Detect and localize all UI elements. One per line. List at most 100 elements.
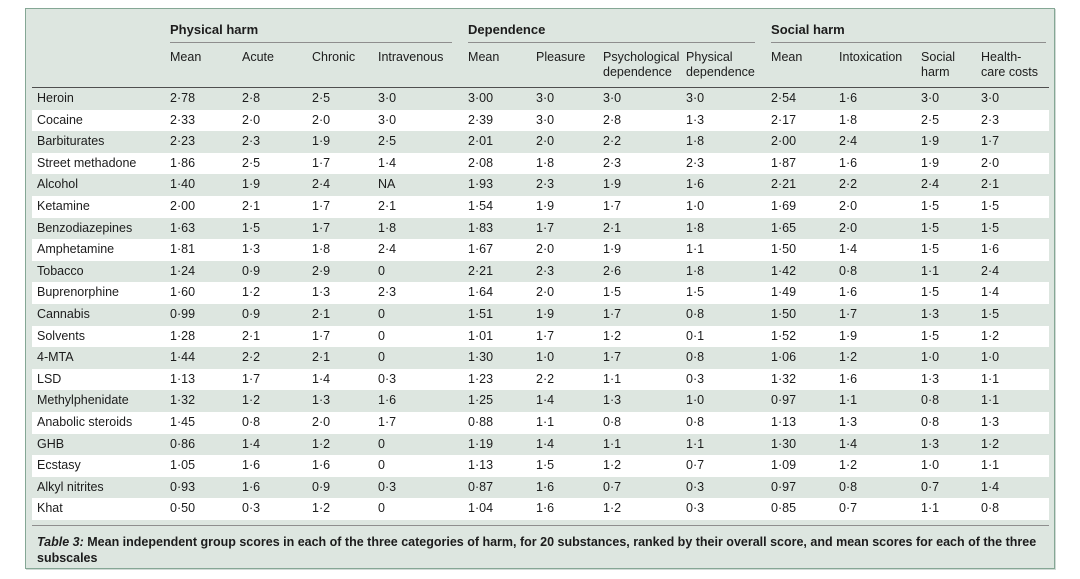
score-cell: 2·00: [771, 134, 797, 149]
score-cell: 2·2: [603, 134, 622, 149]
score-cell: 2·00: [170, 198, 196, 213]
col-header-physical-mean: Mean: [170, 43, 242, 88]
harm-scores-table-panel: Physical harm Dependence Social harm Mea…: [25, 8, 1055, 569]
score-cell: 0·7: [839, 501, 858, 516]
score-cell: 1·0: [686, 393, 705, 408]
score-cell: 1·6: [839, 285, 858, 300]
score-cell: 1·45: [170, 414, 196, 429]
score-cell: 1·3: [921, 436, 940, 451]
score-cell: 1·8: [378, 220, 397, 235]
substance-name: Alcohol: [37, 177, 78, 192]
score-cell: 1·13: [771, 414, 797, 429]
score-cell: 2·1: [312, 350, 331, 365]
substance-name: Cocaine: [37, 112, 83, 127]
score-cell: 1·5: [686, 285, 705, 300]
score-cell: 1·6: [839, 155, 858, 170]
score-cell: 2·3: [536, 177, 555, 192]
score-cell: 1·6: [312, 458, 331, 473]
score-cell: 1·1: [921, 263, 940, 278]
score-cell: 1·60: [170, 285, 196, 300]
table-row: Cannabis 0·99 0·9 2·1 0 1·51 1·9 1·7 0·8 1·50 1·7 1…: [32, 304, 1049, 326]
score-cell: 0·3: [686, 371, 705, 386]
score-cell: 0: [378, 350, 385, 365]
substance-name: Heroin: [37, 91, 74, 105]
score-cell: 1·0: [921, 350, 940, 365]
score-cell: 1·6: [839, 91, 858, 105]
substance-name: Ecstasy: [37, 458, 81, 473]
col-header-intravenous: Intravenous: [378, 43, 469, 88]
table-row: LSD 1·13 1·7 1·4 0·3 1·23 2·2 1·1 0·3 1·32 1·6 1·3 1…: [32, 368, 1050, 391]
score-cell: 1·63: [170, 220, 196, 235]
score-cell: 2·1: [378, 198, 397, 213]
score-cell: 0·8: [686, 414, 705, 429]
score-cell: 0·8: [686, 350, 705, 365]
table-row: 4-MTA 1·44 2·2 2·1 0 1·30 1·0 1·7 0·8 1·06 1·2 1·0 1…: [32, 347, 1049, 369]
score-cell: 1·6: [378, 393, 397, 408]
score-cell: 0·7: [921, 479, 940, 494]
score-cell: 1·13: [170, 371, 196, 386]
score-cell: 1·4: [312, 371, 331, 386]
score-cell: 2·3: [603, 155, 622, 170]
score-cell: 1·3: [921, 306, 940, 321]
score-cell: 1·4: [981, 479, 1000, 494]
score-cell: 1·67: [468, 242, 494, 257]
score-cell: 2·39: [468, 112, 494, 127]
score-cell: 0·8: [686, 306, 705, 321]
substance-name: Amphetamine: [37, 242, 115, 257]
score-cell: 1·09: [771, 458, 797, 473]
score-cell: 2·0: [981, 155, 1000, 170]
score-cell: 0·8: [242, 414, 261, 429]
substance-name: Alkyl nitrites: [37, 479, 104, 494]
score-cell: 1·1: [981, 458, 1000, 473]
score-cell: 1·2: [312, 436, 331, 451]
col-header-intoxication: Intoxication: [839, 43, 922, 88]
score-cell: 2·17: [771, 112, 797, 127]
score-cell: 0: [378, 263, 385, 278]
score-cell: 1·30: [468, 350, 494, 365]
score-cell: 2·54: [771, 91, 797, 105]
score-cell: 1·7: [603, 198, 622, 213]
score-cell: 2·21: [771, 177, 797, 192]
score-cell: 1·5: [981, 220, 1000, 235]
score-cell: 1·2: [312, 501, 331, 516]
col-header-physical-dependence: Physical dependence: [686, 43, 772, 88]
score-cell: 1·5: [981, 306, 1000, 321]
score-cell: 1·9: [603, 242, 622, 257]
score-cell: 2·3: [686, 155, 705, 170]
score-cell: 1·1: [536, 414, 555, 429]
score-cell: 3·0: [686, 91, 705, 105]
score-cell: 0·97: [771, 479, 797, 494]
score-cell: 1·9: [603, 177, 622, 192]
score-cell: 0·9: [242, 306, 261, 321]
score-cell: 1·2: [242, 393, 261, 408]
score-cell: 3·0: [536, 91, 555, 105]
score-cell: 1·4: [378, 155, 397, 170]
score-cell: 2·2: [242, 350, 261, 365]
score-cell: 1·9: [921, 134, 940, 149]
score-cell: 1·05: [170, 458, 196, 473]
col-header-health-care-costs: Health-care costs: [981, 43, 1050, 88]
substance-name: Khat: [37, 501, 63, 516]
score-cell: 1·5: [242, 220, 261, 235]
score-cell: 2·8: [242, 91, 261, 105]
score-cell: 1·3: [839, 414, 858, 429]
score-cell: 1·24: [170, 263, 196, 278]
substance-name: Buprenorphine: [37, 285, 120, 300]
substance-name: Methylphenidate: [37, 393, 129, 408]
score-cell: 1·93: [468, 177, 494, 192]
score-cell: 3·0: [921, 91, 940, 105]
substance-name: LSD: [37, 371, 62, 386]
score-cell: 2·4: [839, 134, 858, 149]
substance-name: Anabolic steroids: [37, 414, 133, 429]
score-cell: 1·4: [839, 436, 858, 451]
score-cell: 1·5: [536, 458, 555, 473]
score-cell: 3·00: [468, 91, 494, 105]
score-cell: 1·0: [686, 198, 705, 213]
score-cell: 1·9: [839, 328, 858, 343]
score-cell: 0·8: [921, 393, 940, 408]
score-cell: 1·9: [536, 306, 555, 321]
score-cell: 1·7: [839, 306, 858, 321]
score-cell: 0·86: [170, 436, 196, 451]
score-cell: 1·64: [468, 285, 494, 300]
table-row: Street methadone 1·86 2·5 1·7 1·4 2·08 1·8 2·3 2…: [32, 152, 1050, 175]
